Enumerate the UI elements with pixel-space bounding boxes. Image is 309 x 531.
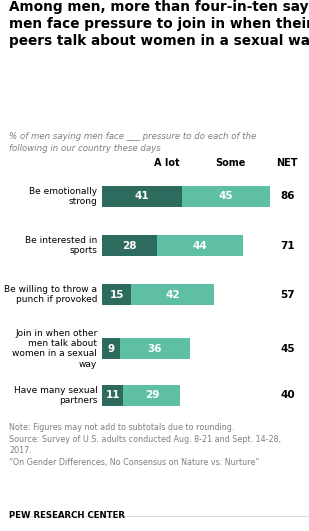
Text: A lot: A lot (154, 158, 180, 168)
Bar (102, 338, 120, 359)
Text: Among men, more than four-in-ten say
men face pressure to join in when their
pee: Among men, more than four-in-ten say men… (9, 0, 309, 47)
Text: Be emotionally
strong: Be emotionally strong (29, 187, 97, 206)
Bar (102, 285, 131, 305)
Text: Join in when other
men talk about
women in a sexual
way: Join in when other men talk about women … (12, 329, 97, 369)
Text: 28: 28 (122, 241, 137, 251)
Text: % of men saying men face ___ pressure to do each of the
following in our country: % of men saying men face ___ pressure to… (9, 132, 257, 152)
Text: 41: 41 (135, 191, 149, 201)
Text: Note: Figures may not add to subtotals due to rounding.
Source: Survey of U.S. a: Note: Figures may not add to subtotals d… (9, 423, 281, 467)
Text: 57: 57 (280, 290, 295, 299)
Bar (157, 235, 243, 256)
Text: 9: 9 (107, 344, 114, 354)
Text: 42: 42 (165, 290, 180, 299)
Text: 40: 40 (280, 390, 295, 400)
Text: Have many sexual
partners: Have many sexual partners (14, 386, 97, 405)
Bar (120, 338, 190, 359)
Text: 44: 44 (193, 241, 207, 251)
Text: Some: Some (215, 158, 245, 168)
Text: NET: NET (277, 158, 298, 168)
Text: 11: 11 (105, 390, 120, 400)
Text: 15: 15 (109, 290, 124, 299)
Text: Be willing to throw a
punch if provoked: Be willing to throw a punch if provoked (4, 285, 97, 304)
Bar (131, 285, 214, 305)
Text: PEW RESEARCH CENTER: PEW RESEARCH CENTER (9, 511, 125, 520)
Text: 45: 45 (280, 344, 295, 354)
Bar (124, 385, 180, 406)
Bar (182, 186, 270, 207)
Text: 86: 86 (280, 191, 294, 201)
Text: 29: 29 (145, 390, 159, 400)
Text: Be interested in
sports: Be interested in sports (25, 236, 97, 255)
Text: 45: 45 (219, 191, 234, 201)
Bar (102, 385, 124, 406)
Bar (102, 186, 182, 207)
Text: 36: 36 (148, 344, 162, 354)
Text: 71: 71 (280, 241, 295, 251)
Bar (102, 235, 157, 256)
